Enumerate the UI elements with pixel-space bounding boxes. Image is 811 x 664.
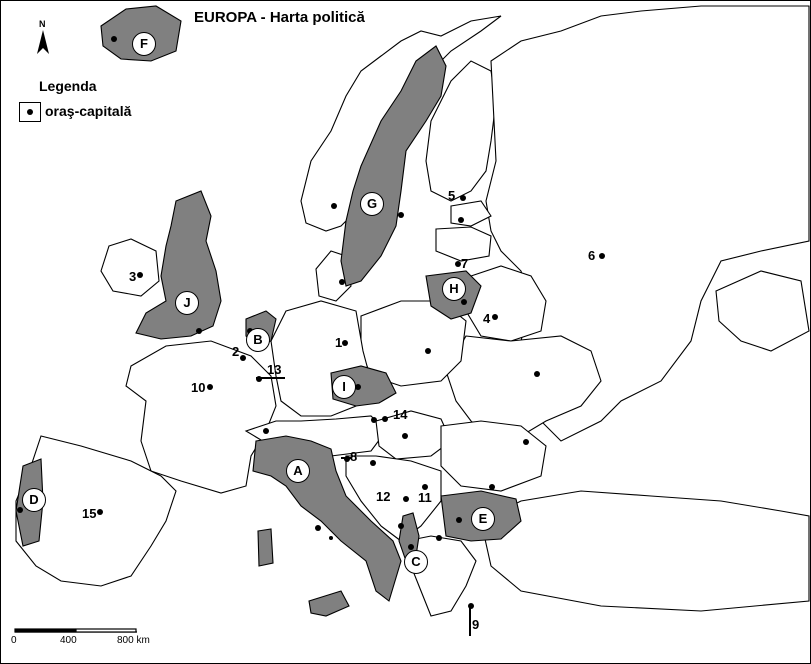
capital-dot: [422, 484, 428, 490]
map-number-15: 15: [82, 506, 97, 521]
capital-dot: [196, 328, 202, 334]
map-letter-F: F: [132, 32, 156, 56]
capital-dot: [398, 212, 404, 218]
capital-dot: [111, 36, 117, 42]
scale-bar-segment: [14, 628, 76, 633]
map-number-12: 12: [376, 489, 391, 504]
map-letter-A: A: [286, 459, 310, 483]
france-outline: [125, 340, 277, 494]
capital-dot: [315, 525, 321, 531]
map-letter-B: B: [246, 328, 270, 352]
map-letter-I: I: [332, 375, 356, 399]
capital-dot: [408, 544, 414, 550]
capital-dot: [455, 261, 461, 267]
capital-dot: [436, 535, 442, 541]
capital-dot: [398, 523, 404, 529]
capital-dot: [331, 203, 337, 209]
map-number-13: 13: [267, 362, 282, 377]
map-number-6: 6: [588, 248, 596, 263]
capital-dot: [263, 428, 269, 434]
capital-dot: [371, 417, 377, 423]
uk-shape: [135, 190, 222, 340]
sweden-shape: [340, 45, 447, 287]
capital-dot: [207, 384, 213, 390]
capital-dot: [382, 416, 388, 422]
estonia-outline: [450, 200, 492, 227]
legend-capital-symbol: [19, 102, 41, 122]
scale-end: 800 km: [117, 635, 150, 646]
capital-dot: [458, 217, 464, 223]
capital-dot: [403, 496, 409, 502]
caspian-outline: [715, 270, 810, 352]
north-arrow-icon: [37, 30, 49, 54]
capital-dot: [489, 484, 495, 490]
map-number-1: 1: [335, 335, 343, 350]
capital-dot: [329, 536, 333, 540]
capital-dot: [402, 433, 408, 439]
turkey-outline: [480, 490, 810, 612]
capital-dot: [534, 371, 540, 377]
map-number-5: 5: [448, 188, 456, 203]
scale-zero: 0: [11, 635, 17, 646]
sardinia-shape: [257, 528, 274, 567]
capital-dot: [425, 348, 431, 354]
map-number-7: 7: [461, 256, 469, 271]
balkans-outline: [345, 455, 442, 542]
map-letter-H: H: [442, 277, 466, 301]
iberia-outline: [15, 435, 177, 587]
map-letter-E: E: [471, 507, 495, 531]
map-letter-D: D: [22, 488, 46, 512]
ukraine-outline: [445, 335, 602, 442]
finland-outline: [425, 60, 497, 202]
capital-dot: [599, 253, 605, 259]
capital-dot: [240, 355, 246, 361]
north-label: N: [39, 19, 46, 29]
map-number-4: 4: [483, 311, 491, 326]
capital-dot: [17, 507, 23, 513]
scale-bar-segment: [75, 628, 137, 633]
capital-dot: [97, 509, 103, 515]
belarus-outline: [465, 265, 547, 342]
map-number-11: 11: [418, 490, 432, 505]
romania-outline: [440, 420, 547, 492]
map-number-14: 14: [393, 407, 408, 422]
capital-dot: [370, 460, 376, 466]
legend-title: Legenda: [39, 78, 97, 94]
capital-dot: [137, 272, 143, 278]
capital-dot: [523, 439, 529, 445]
map-number-3: 3: [129, 269, 137, 284]
map-number-9: 9: [472, 617, 480, 632]
legend-capital-label: oraş-capitală: [45, 103, 132, 119]
capital-dot: [456, 517, 462, 523]
capital-dot: [460, 195, 466, 201]
capital-dot: [461, 299, 467, 305]
map-number-10: 10: [191, 380, 206, 395]
capital-dot: [492, 314, 498, 320]
ireland-outline: [100, 238, 160, 297]
capital-dot: [339, 279, 345, 285]
russia-north-outline: [485, 5, 810, 442]
map-number-8: 8: [350, 449, 358, 464]
latvia-outline: [435, 226, 492, 262]
map-letter-C: C: [404, 550, 428, 574]
map-number-2: 2: [232, 344, 240, 359]
map-title: EUROPA - Harta politică: [194, 9, 365, 26]
sicily-shape: [308, 590, 350, 617]
map-letter-G: G: [360, 192, 384, 216]
scale-mid: 400: [60, 635, 77, 646]
capital-dot: [355, 384, 361, 390]
map-letter-J: J: [175, 291, 199, 315]
capital-dot: [342, 340, 348, 346]
